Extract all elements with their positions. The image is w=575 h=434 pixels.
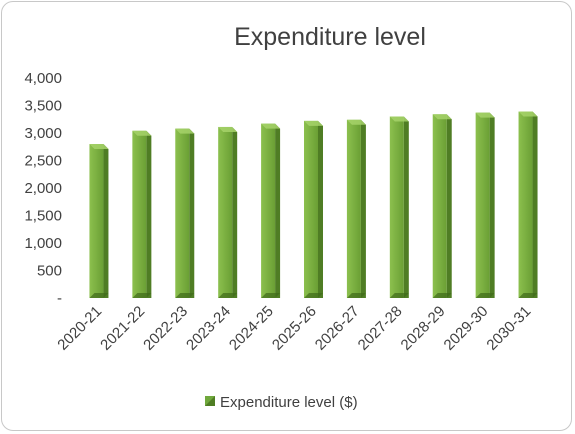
bar-side xyxy=(275,123,281,299)
y-tick-label: 2,500 xyxy=(24,153,62,170)
bar-base xyxy=(432,293,452,298)
bar-base xyxy=(132,293,152,298)
bar xyxy=(261,123,281,299)
bar-top xyxy=(432,114,452,120)
bar-side xyxy=(146,130,152,298)
bar xyxy=(218,126,238,298)
bar-top xyxy=(346,119,366,125)
bar xyxy=(175,128,195,298)
bar-top xyxy=(175,128,195,134)
bar xyxy=(518,111,538,298)
bar-top xyxy=(518,111,538,117)
bar-front xyxy=(89,144,104,298)
bar-top xyxy=(389,116,409,122)
bar-top xyxy=(89,144,109,149)
y-tick-label: 500 xyxy=(37,263,62,280)
bar xyxy=(389,116,409,298)
bar-base xyxy=(475,293,495,298)
bar xyxy=(132,130,152,298)
bar-side xyxy=(403,116,409,298)
y-tick-label: 3,500 xyxy=(24,98,62,115)
bar-side xyxy=(232,126,238,298)
bar-base xyxy=(389,293,409,298)
bar xyxy=(346,119,366,298)
chart-title: Expenditure level xyxy=(234,23,426,51)
bar-front xyxy=(261,123,276,299)
legend-label: Expenditure level ($) xyxy=(220,394,358,411)
x-tick-label: 2026-27 xyxy=(312,303,363,354)
y-tick-label: 3,000 xyxy=(24,125,62,142)
legend: Expenditure level ($) xyxy=(205,394,358,411)
bar-front xyxy=(432,114,447,298)
bar xyxy=(89,144,109,298)
y-tick-label: 2,000 xyxy=(24,180,62,197)
bar-base xyxy=(261,293,281,298)
bar-front xyxy=(175,128,190,298)
bar-top xyxy=(132,130,152,136)
bar-front xyxy=(346,119,361,298)
bar-top xyxy=(304,120,323,126)
bar xyxy=(432,114,452,298)
bar-front xyxy=(132,130,147,298)
x-tick-label: 2020-21 xyxy=(54,303,105,354)
y-tick-label: 1,000 xyxy=(24,235,62,252)
x-tick-label: 2029-30 xyxy=(441,303,492,354)
bar-base xyxy=(518,293,538,298)
x-tick-label: 2030-31 xyxy=(483,303,534,354)
x-axis-ticks: 2020-212021-222022-232023-242024-252025-… xyxy=(54,303,534,354)
x-tick-label: 2022-23 xyxy=(140,303,191,354)
bar-front xyxy=(389,116,404,298)
bar-side xyxy=(532,111,538,298)
x-tick-label: 2028-29 xyxy=(398,303,449,354)
y-tick-label: - xyxy=(57,290,62,307)
x-tick-label: 2024-25 xyxy=(226,303,277,354)
bar xyxy=(475,112,495,299)
y-axis-ticks: - 500 1,000 1,500 2,000 2,500 3,000 3,500 4,000 xyxy=(24,70,62,307)
bar-side xyxy=(103,144,109,298)
x-tick-label: 2027-28 xyxy=(355,303,406,354)
bar-side xyxy=(446,114,452,298)
y-tick-label: 4,000 xyxy=(24,70,62,87)
bar-top xyxy=(475,112,495,118)
bar-base xyxy=(175,293,195,298)
bar-front xyxy=(218,126,233,298)
bar-base xyxy=(89,293,109,298)
x-tick-label: 2025-26 xyxy=(269,303,320,354)
legend-swatch-shade xyxy=(205,396,215,406)
bar-side xyxy=(360,119,366,298)
x-tick-label: 2021-22 xyxy=(97,303,148,354)
bar-base xyxy=(346,293,366,298)
bar-side xyxy=(318,120,323,299)
bar-side xyxy=(489,112,495,299)
bar-front xyxy=(475,112,490,299)
x-tick-label: 2023-24 xyxy=(183,303,234,354)
bars xyxy=(89,111,538,299)
bar-base xyxy=(304,293,323,298)
bar-front xyxy=(304,120,318,299)
bar-base xyxy=(218,293,238,298)
bar xyxy=(304,120,323,299)
bar-side xyxy=(189,128,195,298)
bar-top xyxy=(218,126,238,132)
y-tick-label: 1,500 xyxy=(24,208,62,225)
bar-top xyxy=(261,123,281,129)
bar-front xyxy=(518,111,533,298)
